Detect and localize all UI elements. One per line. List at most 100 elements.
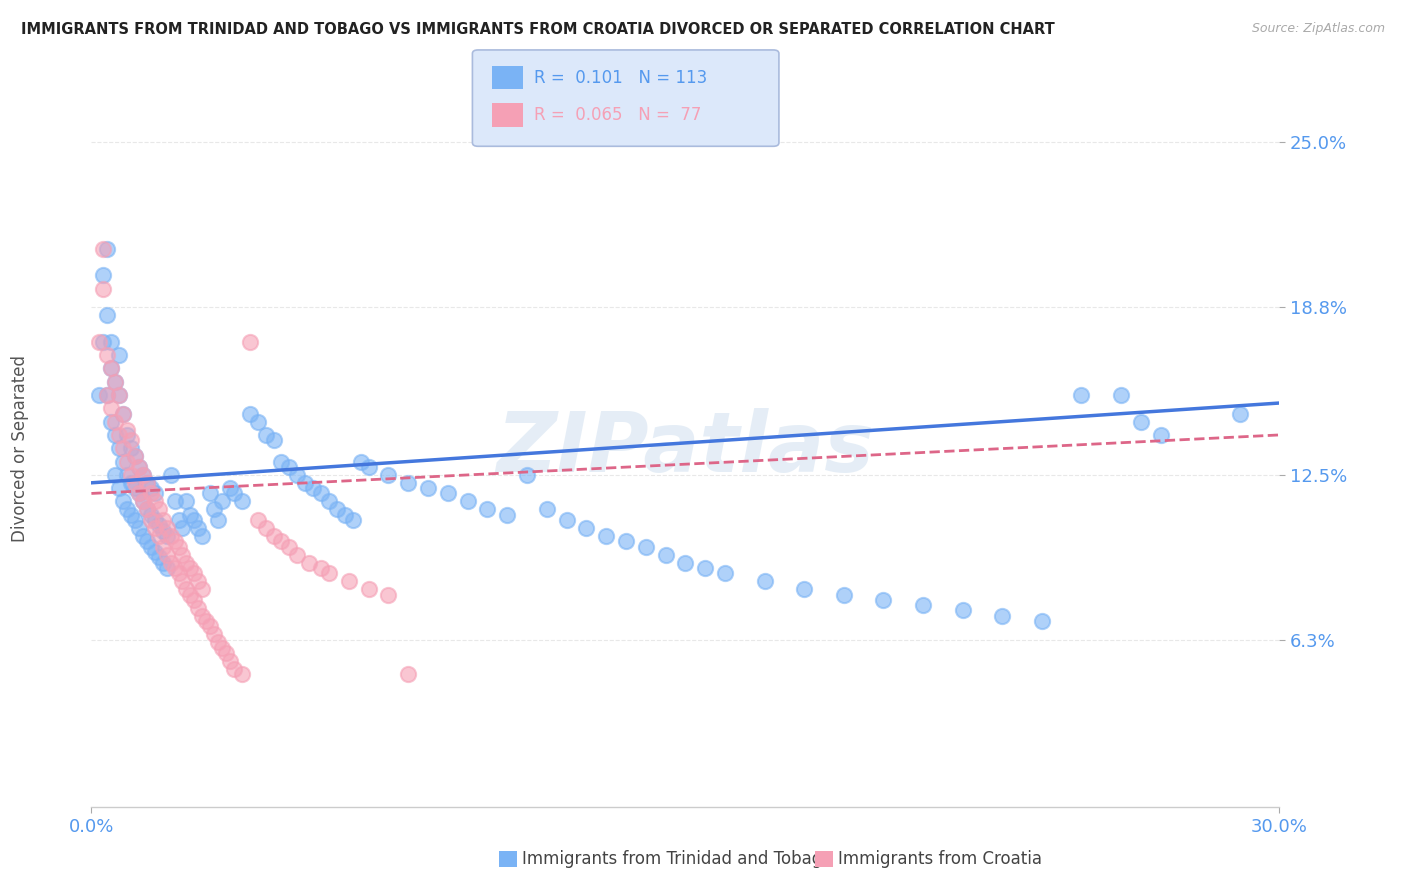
Point xyxy=(1070,388,1092,402)
Point xyxy=(673,556,696,570)
Point xyxy=(211,494,233,508)
Point xyxy=(191,582,214,597)
Point xyxy=(91,282,114,296)
Point xyxy=(416,481,439,495)
Point xyxy=(991,608,1014,623)
Point xyxy=(124,481,146,495)
Point xyxy=(202,627,225,641)
Point xyxy=(148,502,170,516)
Point xyxy=(108,348,131,362)
Point xyxy=(350,454,373,468)
Point xyxy=(132,467,155,482)
Point xyxy=(219,481,242,495)
Point xyxy=(536,502,558,516)
Point xyxy=(183,513,205,527)
Point xyxy=(132,494,155,508)
Text: IMMIGRANTS FROM TRINIDAD AND TOBAGO VS IMMIGRANTS FROM CROATIA DIVORCED OR SEPAR: IMMIGRANTS FROM TRINIDAD AND TOBAGO VS I… xyxy=(21,22,1054,37)
Point xyxy=(179,587,201,601)
Point xyxy=(714,566,737,581)
Point xyxy=(337,574,360,589)
Point xyxy=(100,361,122,376)
Point xyxy=(128,521,150,535)
Point xyxy=(309,561,332,575)
Point xyxy=(195,614,218,628)
Point xyxy=(270,534,292,549)
Point xyxy=(132,529,155,543)
Point xyxy=(167,566,190,581)
Point xyxy=(457,494,479,508)
Point xyxy=(172,574,194,589)
Point xyxy=(128,486,150,500)
Point xyxy=(156,529,179,543)
Point xyxy=(112,494,135,508)
Point xyxy=(326,502,349,516)
Point xyxy=(396,475,419,490)
Point xyxy=(172,521,194,535)
Point xyxy=(112,442,135,455)
Point xyxy=(152,524,174,538)
Point xyxy=(183,592,205,607)
Point xyxy=(135,502,157,516)
Point xyxy=(120,442,142,455)
Point xyxy=(152,540,174,554)
Point xyxy=(176,582,198,597)
Point xyxy=(187,574,209,589)
Point xyxy=(100,401,122,416)
Point xyxy=(278,459,301,474)
Point xyxy=(100,361,122,376)
Point xyxy=(302,481,325,495)
Point xyxy=(179,561,201,575)
Text: Immigrants from Trinidad and Tobago: Immigrants from Trinidad and Tobago xyxy=(522,850,832,868)
Point xyxy=(135,475,157,490)
Point xyxy=(436,486,458,500)
Point xyxy=(207,513,229,527)
Point xyxy=(100,415,122,429)
Point xyxy=(357,582,380,597)
Point xyxy=(156,521,179,535)
Point xyxy=(595,529,617,543)
Point xyxy=(246,513,269,527)
Y-axis label: Divorced or Separated: Divorced or Separated xyxy=(11,355,30,541)
Point xyxy=(89,388,111,402)
Point xyxy=(104,415,127,429)
Point xyxy=(270,454,292,468)
Point xyxy=(120,467,142,482)
Point xyxy=(634,540,657,554)
Point xyxy=(254,428,277,442)
Point xyxy=(516,467,538,482)
Point xyxy=(200,619,222,633)
Point xyxy=(309,486,332,500)
Point xyxy=(278,540,301,554)
Point xyxy=(285,548,308,562)
Point xyxy=(246,415,269,429)
Point xyxy=(263,529,285,543)
Point xyxy=(115,502,138,516)
Point xyxy=(239,334,262,349)
Point xyxy=(104,375,127,389)
Point xyxy=(135,475,157,490)
Point xyxy=(163,561,186,575)
Point xyxy=(143,486,166,500)
Point xyxy=(911,598,934,612)
Point xyxy=(96,242,118,256)
Point xyxy=(167,513,190,527)
Point xyxy=(496,508,519,522)
Point xyxy=(91,268,114,283)
Point xyxy=(112,407,135,421)
Point xyxy=(1150,428,1173,442)
Point xyxy=(143,513,166,527)
Point xyxy=(294,475,316,490)
Point xyxy=(112,407,135,421)
Point xyxy=(91,334,114,349)
Point xyxy=(104,428,127,442)
Point xyxy=(128,486,150,500)
Point xyxy=(263,434,285,448)
Point xyxy=(191,608,214,623)
Point xyxy=(148,550,170,565)
Point xyxy=(143,521,166,535)
Point xyxy=(239,407,262,421)
Point xyxy=(1129,415,1152,429)
Point xyxy=(115,423,138,437)
Point xyxy=(952,603,974,617)
Point xyxy=(132,467,155,482)
